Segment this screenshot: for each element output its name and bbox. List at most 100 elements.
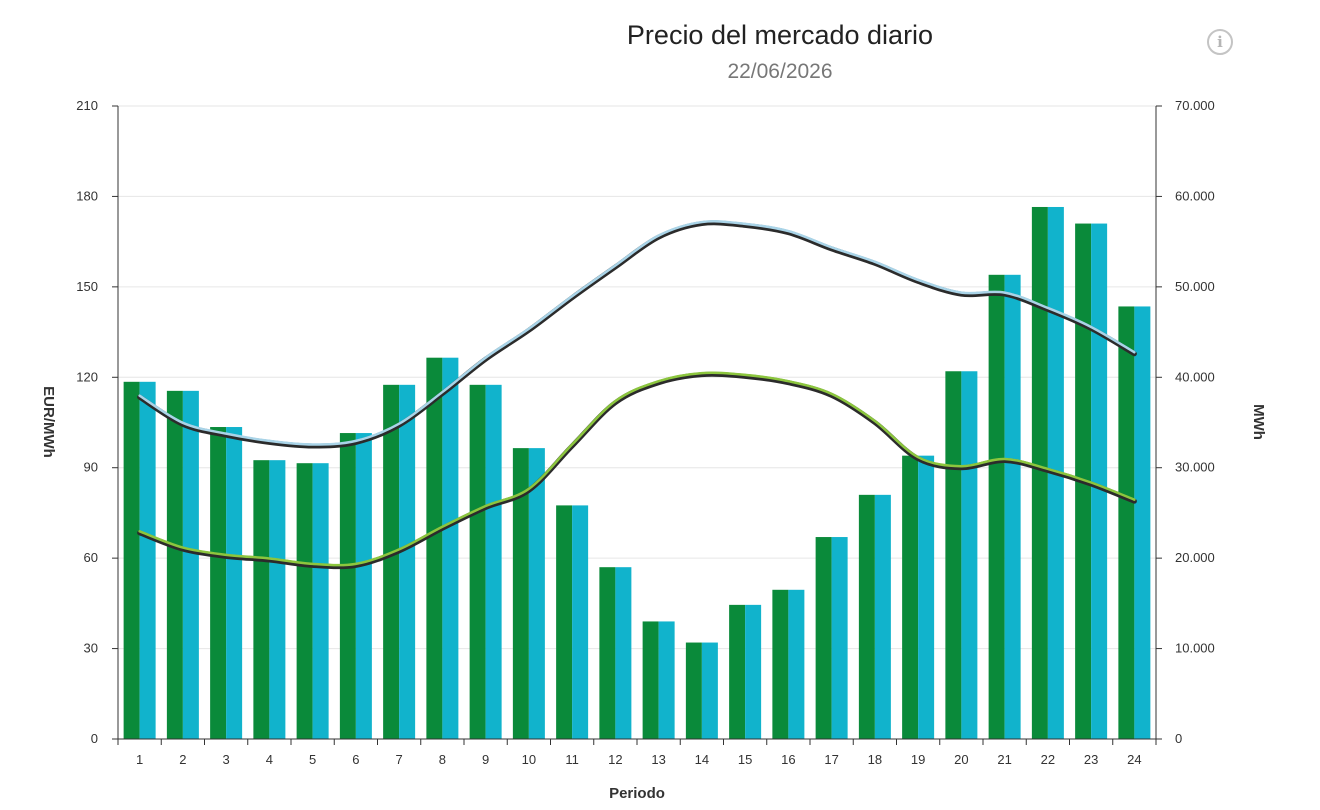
x-tick-label: 4	[266, 752, 273, 767]
bar	[918, 455, 935, 739]
bar	[399, 384, 416, 739]
bar	[1134, 306, 1151, 739]
bar	[831, 537, 848, 739]
series-line	[138, 220, 1136, 446]
bar	[383, 384, 400, 739]
x-tick-label: 6	[352, 752, 359, 767]
bar	[253, 460, 270, 739]
bar	[988, 274, 1005, 739]
bar	[123, 381, 140, 739]
bar	[729, 604, 746, 739]
info-icon[interactable]: i	[1207, 29, 1233, 55]
x-tick-label: 21	[997, 752, 1011, 767]
bar	[355, 433, 372, 739]
chart-title: Precio del mercado diario	[626, 20, 934, 50]
bar	[745, 604, 762, 739]
bar	[210, 427, 227, 739]
x-tick-label: 10	[522, 752, 536, 767]
series-line	[138, 371, 1136, 567]
y-left-tick-label: 0	[91, 731, 98, 746]
y-right-tick-label: 60.000	[1175, 188, 1215, 203]
bar	[469, 384, 486, 739]
bar	[166, 390, 183, 739]
bar	[556, 505, 573, 739]
y-axis-right-label: MWh	[1250, 404, 1267, 440]
y-left-tick-label: 210	[76, 98, 98, 113]
bar	[815, 537, 832, 739]
bar	[874, 494, 891, 739]
y-left-tick-label: 150	[76, 279, 98, 294]
bar	[426, 357, 443, 739]
bar	[139, 381, 156, 739]
y-right-tick-label: 70.000	[1175, 98, 1215, 113]
bar	[902, 455, 919, 739]
bar	[1118, 306, 1135, 739]
line-layer	[137, 220, 1137, 570]
y-right-tick-label: 40.000	[1175, 369, 1215, 384]
x-tick-label: 22	[1041, 752, 1055, 767]
y-right-tick-label: 50.000	[1175, 279, 1215, 294]
bar	[961, 371, 978, 739]
series-line-outline	[137, 220, 1137, 449]
y-right-tick-label: 0	[1175, 731, 1182, 746]
x-tick-label: 7	[396, 752, 403, 767]
bar	[269, 460, 286, 739]
x-tick-label: 1	[136, 752, 143, 767]
bar	[772, 589, 789, 739]
y-left-tick-label: 60	[84, 550, 98, 565]
x-tick-label: 5	[309, 752, 316, 767]
y-axis-left-label: EUR/MWh	[40, 386, 57, 458]
y-left-tick-label: 180	[76, 188, 98, 203]
bar	[642, 621, 659, 739]
y-right-tick-label: 10.000	[1175, 641, 1215, 656]
x-tick-label: 3	[223, 752, 230, 767]
bar	[685, 642, 702, 739]
bar	[658, 621, 675, 739]
series-line-outline	[137, 371, 1137, 570]
x-tick-label: 8	[439, 752, 446, 767]
x-tick-label: 24	[1127, 752, 1141, 767]
chart-subtitle: 22/06/2026	[727, 60, 833, 83]
x-tick-label: 16	[781, 752, 795, 767]
x-tick-label: 20	[954, 752, 968, 767]
bar	[788, 589, 805, 739]
bar	[572, 505, 589, 739]
bar	[528, 448, 545, 739]
bar	[485, 384, 502, 739]
y-left-tick-label: 30	[84, 641, 98, 656]
bar	[615, 567, 632, 739]
bar	[599, 567, 616, 739]
x-tick-label: 17	[824, 752, 838, 767]
bar	[1004, 274, 1021, 739]
grid-layer	[118, 105, 1156, 650]
bar	[701, 642, 718, 739]
x-tick-label: 11	[565, 752, 579, 767]
x-tick-label: 23	[1084, 752, 1098, 767]
y-left-tick-label: 90	[84, 460, 98, 475]
x-tick-label: 19	[911, 752, 925, 767]
bar-layer	[123, 206, 1151, 740]
bar	[182, 390, 199, 739]
x-tick-label: 12	[608, 752, 622, 767]
x-tick-label: 15	[738, 752, 752, 767]
bar	[512, 448, 529, 739]
bar	[1031, 206, 1048, 739]
x-tick-label: 14	[695, 752, 709, 767]
y-right-tick-label: 30.000	[1175, 460, 1215, 475]
bar	[945, 371, 962, 739]
x-tick-label: 9	[482, 752, 489, 767]
bar	[226, 427, 243, 739]
x-axis-label: Periodo	[609, 785, 665, 802]
x-tick-label: 18	[868, 752, 882, 767]
y-left-tick-label: 120	[76, 369, 98, 384]
bar	[1091, 223, 1108, 740]
y-right-tick-label: 20.000	[1175, 550, 1215, 565]
bar	[296, 463, 313, 739]
bar	[312, 463, 329, 739]
bar	[339, 433, 356, 739]
x-tick-label: 2	[179, 752, 186, 767]
bar	[858, 494, 875, 739]
x-tick-label: 13	[651, 752, 665, 767]
